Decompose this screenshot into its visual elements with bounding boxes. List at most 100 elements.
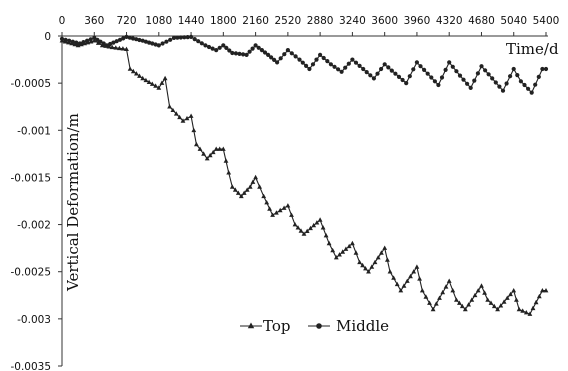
series-middle-point [101,41,106,46]
series-middle-point [127,35,132,40]
series-top-point [124,46,129,51]
series-top-point [229,184,235,189]
series-top-point [527,311,533,316]
series-top-point [437,295,442,300]
y-tick-label: -0.0005 [10,78,51,90]
series-middle-point [67,38,72,43]
series-top-point [120,46,126,51]
series-top-point [543,288,549,293]
series-top-point [401,283,407,288]
series-top-point [357,259,362,265]
series-middle-point [143,39,148,44]
series-top-point [235,190,241,195]
legend-middle-marker [316,323,322,329]
series-middle-point [325,59,330,64]
x-tick-label: 3600 [371,15,398,27]
series-middle-point [156,43,161,48]
x-tick-label: 2520 [274,15,301,27]
series-top-point [440,289,446,295]
series-top-point [113,45,119,50]
series-top-point [264,200,270,205]
x-tick-label: 2880 [307,15,334,27]
series-top-point [308,225,313,231]
series-top-point [281,205,287,210]
series-middle-point [108,41,113,47]
series-middle-point [457,73,463,78]
x-tick-label: 2160 [242,15,269,27]
series-top-point [226,170,232,175]
series-middle-point [328,62,333,67]
series-top-point [498,303,504,308]
series-middle-point [297,57,302,62]
legend-middle-label: Middle [336,317,389,335]
series-top-point [469,297,475,302]
series-middle-point [314,57,319,62]
series-middle-point [310,62,316,67]
series-top-point [472,292,478,298]
series-middle-point [332,64,337,69]
series-middle-point [490,76,495,81]
series-middle-point [400,77,405,83]
series-middle-point [70,39,75,44]
series-middle-point [475,71,480,76]
series-top-point [419,288,425,293]
series-middle-point [418,64,423,69]
series-middle-point [178,35,183,40]
series-top-point [213,146,219,151]
series-top-point [149,81,155,86]
series-top-point [314,220,320,225]
series-middle-point [543,66,549,72]
series-middle-point [361,66,366,72]
series-middle-point [117,37,123,42]
series-middle-point [493,80,498,85]
series-top-point [167,104,172,109]
series-middle-point [114,39,119,44]
series-middle-point [230,50,235,56]
y-tick-label: -0.002 [17,220,51,232]
series-middle-point [483,68,488,73]
series-top-point [337,252,342,257]
series-middle-point [206,44,212,50]
x-tick-label: 3240 [339,15,366,27]
series-top-point [369,264,375,269]
series-middle-point [379,66,384,72]
series-middle-point [540,66,545,72]
series-middle-point [137,37,142,43]
series-top-point [387,269,393,274]
series-top-point [491,303,497,309]
series-middle-point [237,51,242,57]
series-middle-point [350,57,355,62]
series-top-point [173,111,179,116]
y-tick-label: -0.003 [17,314,51,326]
series-top-point [170,107,176,112]
series-middle-point [422,67,427,72]
y-tick-label: -0.0015 [10,172,51,184]
x-tick-label: 1080 [145,15,172,27]
series-middle-point [504,81,509,86]
y-tick-label: -0.0035 [10,361,51,371]
series-middle-point [203,43,208,48]
series-top-point [201,151,206,156]
series-top-point [197,146,203,151]
series-top-point [520,308,526,313]
series-middle-point [278,56,283,61]
series-middle-point [95,37,100,42]
series-middle-point [92,35,97,41]
series-middle-point [371,76,376,81]
series-middle-point [425,71,430,76]
series-middle-point [192,37,197,42]
series-middle-point [353,60,359,65]
x-tick-group: 0 360 720 1080 1440 1800 2160 2520 2880 3240 3600 3… [59,15,559,36]
series-top-point [326,240,332,246]
series-top-point [298,228,304,233]
series-top-point [495,306,500,312]
series-top-point [91,38,97,43]
series-layer [59,34,549,316]
series-top-point [501,299,507,304]
series-middle-point [508,74,513,79]
series-middle-point [233,51,238,56]
series-middle-point [339,69,344,74]
series-top-point [536,293,542,299]
x-tick-label: 0 [59,15,66,27]
series-middle-point [199,41,204,46]
